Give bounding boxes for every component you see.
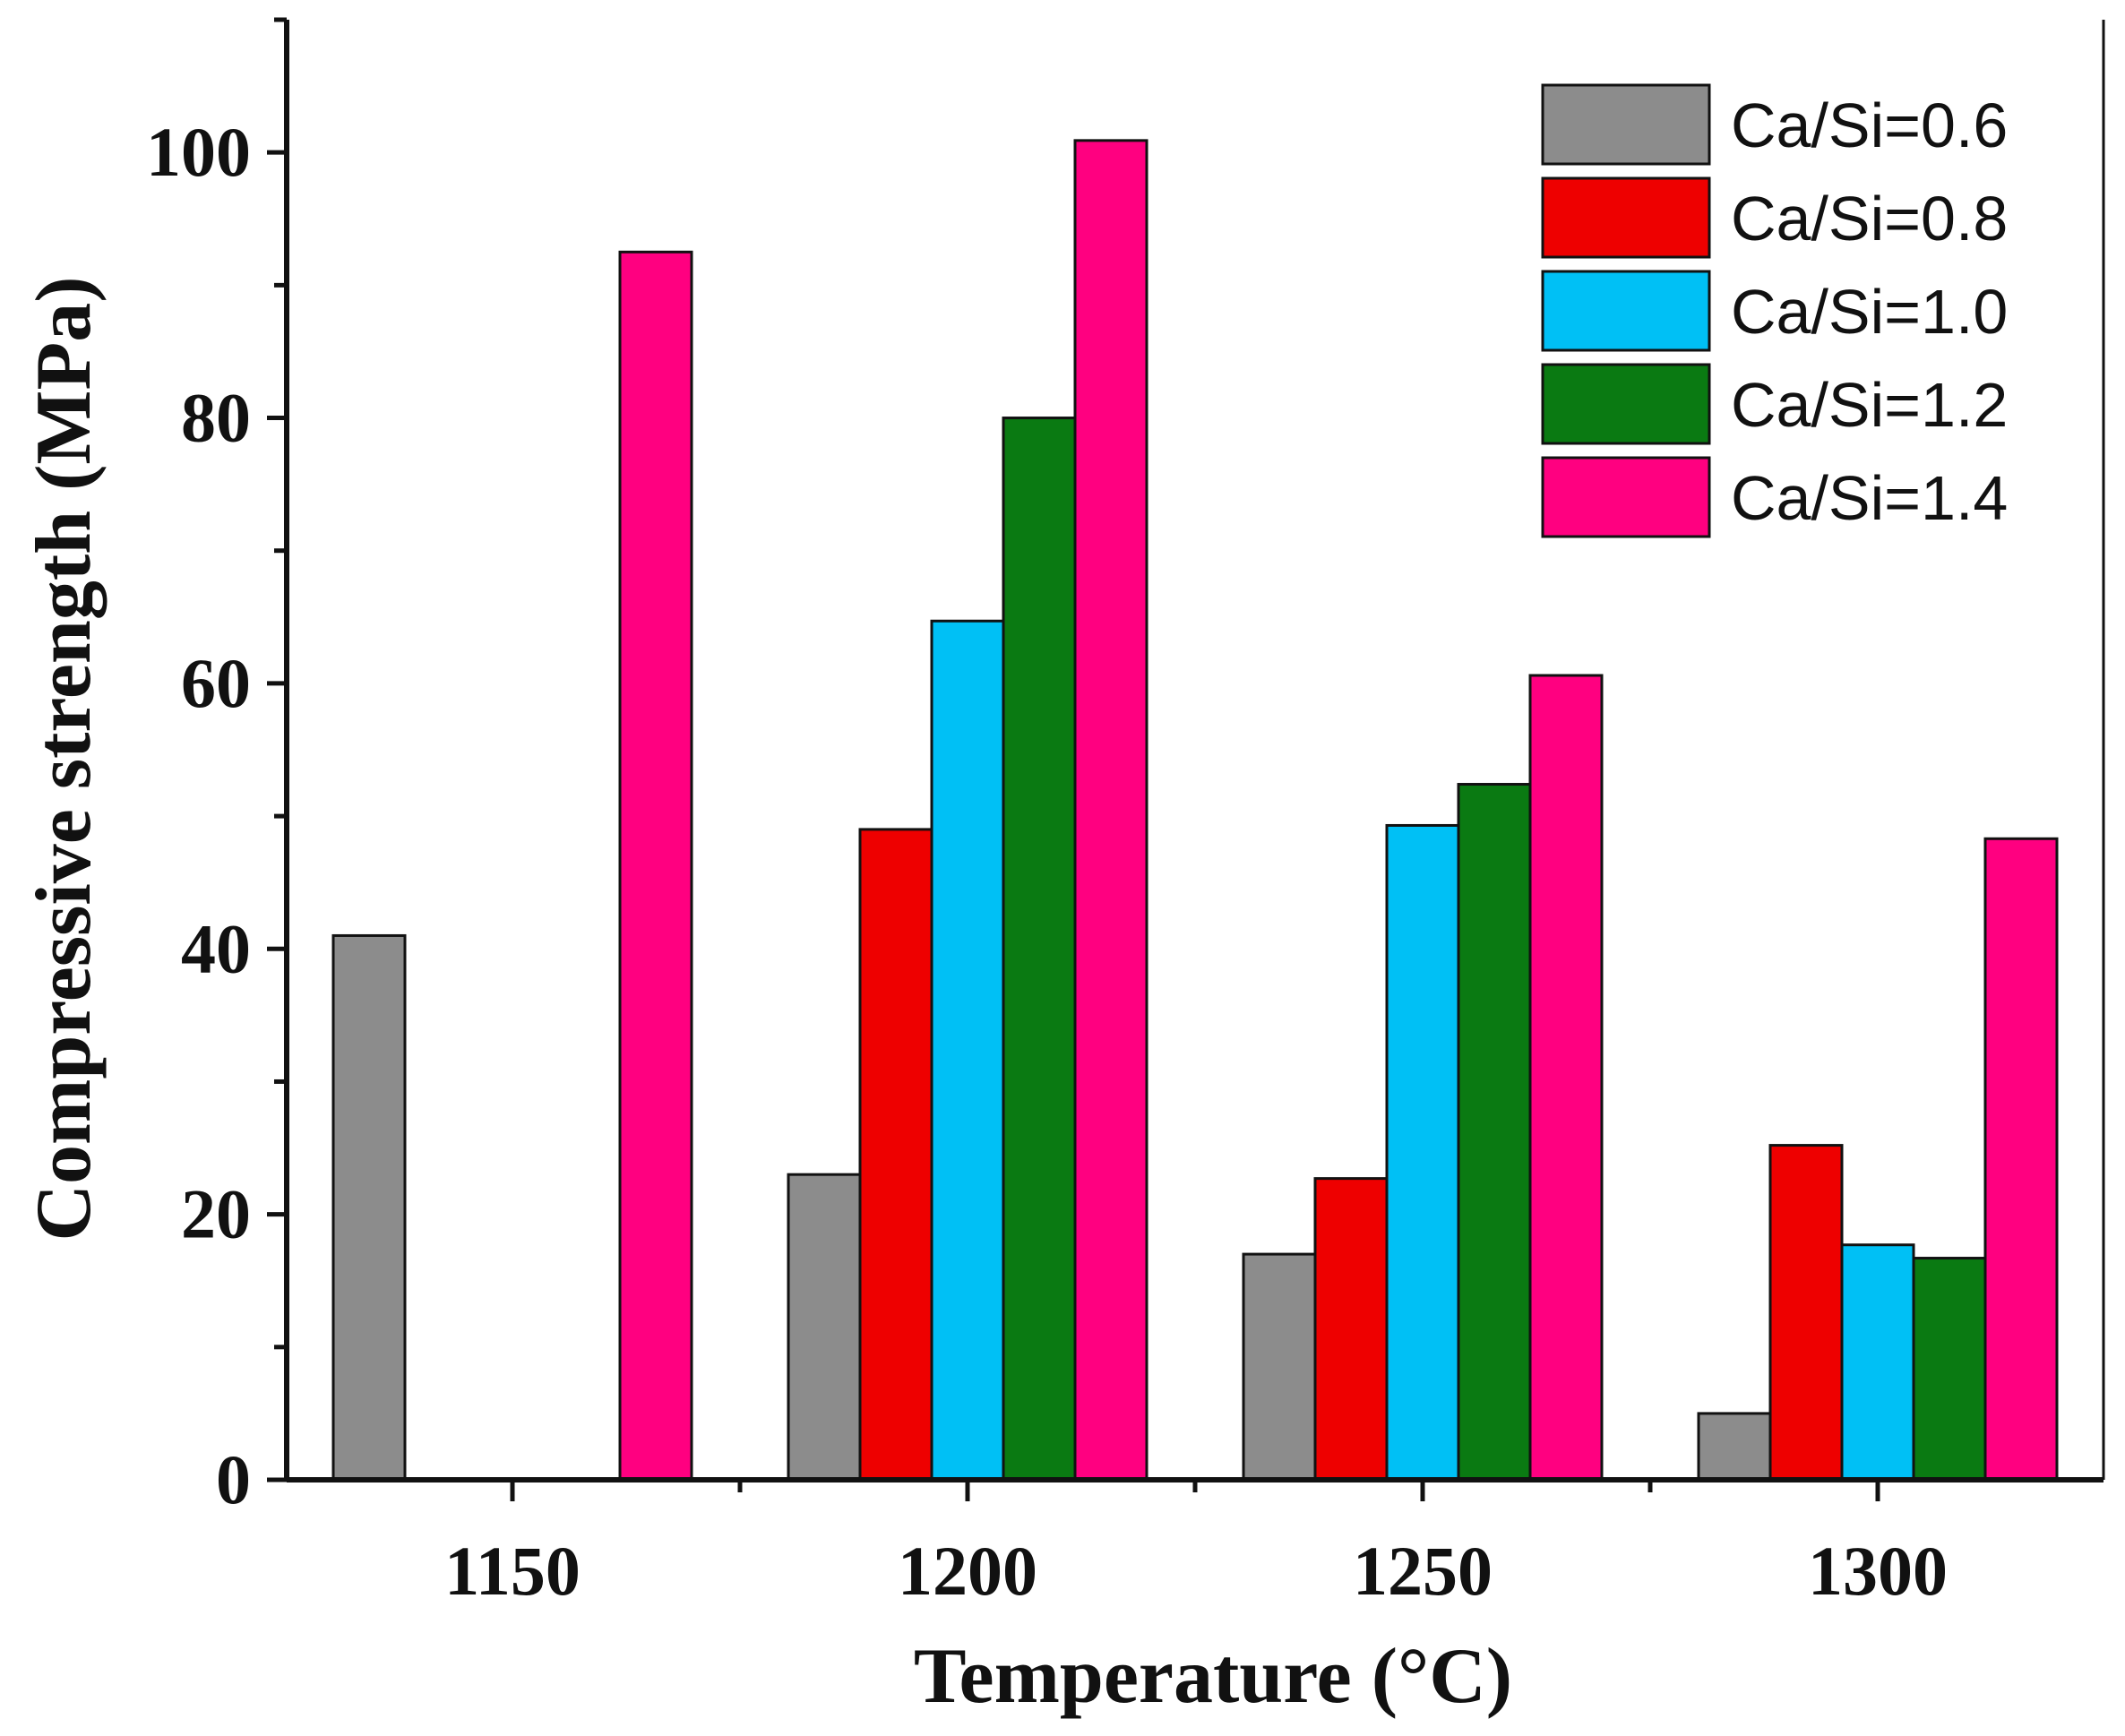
bar-ca-si-0-8-1250 xyxy=(1313,1177,1389,1482)
labels-layer: 0 20 40 60 80 100 1150 1200 1250 1300 Temperature … xyxy=(21,113,1948,1720)
legend-swatch xyxy=(1541,456,1711,538)
x-tick-label: 1250 xyxy=(1353,1532,1493,1610)
bar-ca-si-1-0-1250 xyxy=(1385,823,1460,1482)
y-tick-label: 100 xyxy=(146,113,251,191)
bars-layer xyxy=(331,139,2059,1482)
legend-swatch xyxy=(1541,83,1711,166)
bar-ca-si-1-2-1250 xyxy=(1457,783,1532,1482)
bar-ca-si-1-0-1300 xyxy=(1840,1243,1915,1482)
legend-swatch xyxy=(1541,270,1711,352)
y-tick-label: 0 xyxy=(216,1440,251,1518)
bar-ca-si-1-2-1300 xyxy=(1912,1257,1987,1482)
x-tick-label: 1300 xyxy=(1808,1532,1948,1610)
bar-ca-si-0-8-1200 xyxy=(858,828,933,1482)
y-tick-label: 40 xyxy=(181,909,251,987)
legend-label: Ca/Si=0.8 xyxy=(1731,184,2008,254)
y-tick-label: 80 xyxy=(181,379,251,457)
axes-layer xyxy=(267,17,2105,1501)
legend-label: Ca/Si=0.6 xyxy=(1731,90,2008,160)
bar-ca-si-0-6-1150 xyxy=(331,933,407,1482)
bar-ca-si-0-6-1200 xyxy=(787,1173,862,1482)
x-axis-title: Temperature (°C) xyxy=(914,1633,1512,1720)
bar-ca-si-1-4-1150 xyxy=(618,250,693,1482)
bar-ca-si-1-4-1200 xyxy=(1073,139,1149,1482)
bar-ca-si-0-6-1300 xyxy=(1697,1412,1772,1482)
bar-ca-si-1-4-1300 xyxy=(1983,837,2059,1482)
legend-label: Ca/Si=1.0 xyxy=(1731,277,2008,347)
y-axis-title: Compressive strength (MPa) xyxy=(21,276,108,1241)
bar-ca-si-0-6-1250 xyxy=(1242,1252,1317,1482)
legend-label: Ca/Si=1.4 xyxy=(1731,463,2008,533)
y-tick-label: 20 xyxy=(181,1175,251,1253)
bar-ca-si-1-4-1250 xyxy=(1528,674,1604,1482)
bar-ca-si-0-8-1300 xyxy=(1768,1144,1844,1482)
legend-swatch xyxy=(1541,363,1711,445)
legend: Ca/Si=0.6 Ca/Si=0.8 Ca/Si=1.0 Ca/Si=1.2 Ca/S… xyxy=(1541,83,2008,538)
bar-ca-si-1-2-1200 xyxy=(1002,417,1077,1482)
y-tick-label: 60 xyxy=(181,644,251,722)
bar-ca-si-1-0-1200 xyxy=(930,619,1005,1482)
legend-swatch xyxy=(1541,176,1711,259)
legend-label: Ca/Si=1.2 xyxy=(1731,370,2008,440)
x-tick-label: 1150 xyxy=(444,1532,581,1610)
x-tick-label: 1200 xyxy=(898,1532,1037,1610)
